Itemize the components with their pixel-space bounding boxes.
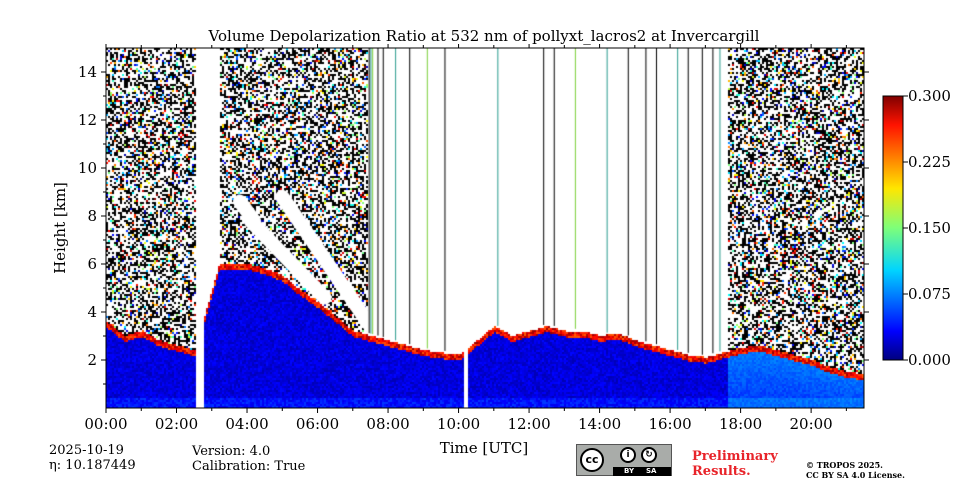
x-tick-label: 16:00	[648, 415, 691, 433]
y-axis: 2 4 6 8 10 12 14	[78, 63, 869, 385]
y-tick-label: 6	[87, 255, 97, 273]
colorbar	[882, 95, 904, 361]
x-axis-label: Time [UTC]	[440, 439, 529, 457]
x-tick-label: 18:00	[719, 415, 762, 433]
x-tick-label: 14:00	[578, 415, 621, 433]
copyright-label: © TROPOS 2025.	[806, 460, 883, 470]
y-axis-label: Height [km]	[51, 182, 69, 274]
colorbar-tick-label: 0.150	[908, 219, 951, 237]
x-tick-label: 02:00	[155, 415, 198, 433]
attribution-icon: i	[620, 447, 636, 463]
license-sa-label: SA	[646, 467, 657, 475]
y-tick-label: 12	[78, 111, 97, 129]
license-text: CC BY SA 4.0 License.	[806, 470, 905, 480]
cc-license-badge: cc i ↻ BY SA	[576, 444, 672, 476]
heatmap-raster	[106, 48, 864, 408]
chart-title: Volume Depolarization Ratio at 532 nm of…	[208, 27, 760, 45]
preliminary-label: Preliminary	[692, 449, 778, 464]
results-label: Results.	[692, 464, 751, 479]
x-tick-label: 06:00	[296, 415, 339, 433]
y-tick-label: 14	[78, 63, 97, 81]
calibration-label: Calibration: True	[192, 459, 306, 474]
x-tick-label: 20:00	[789, 415, 832, 433]
colorbar-tick-label: 0.300	[908, 87, 951, 105]
license-strip	[613, 467, 671, 476]
x-tick-label: 12:00	[507, 415, 550, 433]
colorbar-tick-label: 0.225	[908, 153, 951, 171]
y-tick-label: 2	[87, 351, 97, 369]
share-alike-icon: ↻	[641, 447, 657, 463]
colorbar-tick-label: 0.000	[908, 351, 951, 369]
eta-label: η: 10.187449	[49, 458, 136, 473]
x-tick-label: 00:00	[84, 415, 127, 433]
x-axis: 00:00 02:00 04:00 06:00 08:00 10:00 12:00 14:00…	[84, 44, 847, 433]
version-label: Version: 4.0	[192, 444, 271, 459]
colorbar-ticks: 0.000 0.075 0.150 0.225 0.300	[903, 87, 951, 369]
license-by-label: BY	[624, 467, 635, 475]
x-tick-label: 04:00	[225, 415, 268, 433]
colorbar-tick-label: 0.075	[908, 285, 951, 303]
cc-icon: cc	[580, 448, 604, 472]
y-tick-label: 4	[87, 303, 97, 321]
x-tick-label: 10:00	[437, 415, 480, 433]
y-tick-label: 10	[78, 159, 97, 177]
plot-frame	[105, 47, 865, 409]
y-tick-label: 8	[87, 207, 97, 225]
date-label: 2025-10-19	[49, 443, 124, 458]
heatmap-layer	[106, 48, 864, 408]
x-tick-label: 08:00	[366, 415, 409, 433]
